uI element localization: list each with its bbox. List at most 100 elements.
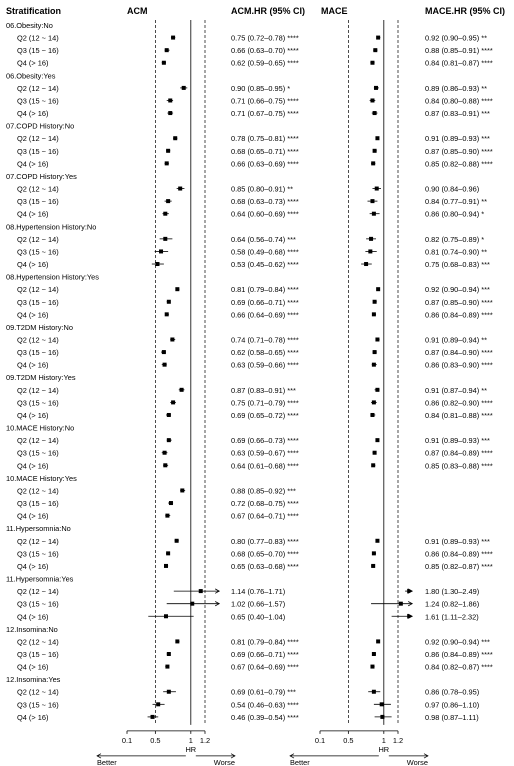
row-label: Q4 (> 16) bbox=[17, 210, 48, 219]
acm-hr-text: 0.66 (0.63–0.69) **** bbox=[231, 159, 299, 168]
mace-point-estimate bbox=[379, 702, 384, 707]
acm-hr-text: 0.67 (0.64–0.71) **** bbox=[231, 512, 299, 521]
row-label: Q2 (12 ~ 14) bbox=[17, 386, 59, 395]
row-label: Q3 (15 ~ 16) bbox=[17, 348, 59, 357]
mace-hr-text: 0.81 (0.74–0.90) ** bbox=[425, 247, 487, 256]
acm-point-estimate bbox=[181, 85, 186, 90]
mace-point-arrow bbox=[407, 588, 413, 594]
acm-point-estimate bbox=[174, 538, 179, 543]
row-label: Q2 (12 ~ 14) bbox=[17, 235, 59, 244]
acm-hr-text: 0.62 (0.59–0.65) **** bbox=[231, 59, 299, 68]
mace-point-estimate bbox=[371, 463, 376, 468]
row-label: Q2 (12 ~ 14) bbox=[17, 537, 59, 546]
row-label: Q4 (> 16) bbox=[17, 411, 48, 420]
acm-hr-text: 1.14 (0.76–1.71) bbox=[231, 587, 285, 596]
acm-hr-text: 0.71 (0.66–0.75) **** bbox=[231, 96, 299, 105]
acm-point-estimate bbox=[166, 148, 171, 153]
acm-point-estimate bbox=[166, 412, 171, 417]
acm-hr-text: 0.72 (0.68–0.75) **** bbox=[231, 499, 299, 508]
acm-point-estimate bbox=[180, 488, 185, 493]
row-label: Q4 (> 16) bbox=[17, 612, 48, 621]
acm-point-estimate bbox=[179, 387, 184, 392]
acm-point-estimate bbox=[150, 714, 155, 719]
mace-hr-text: 0.88 (0.85–0.91) **** bbox=[425, 46, 493, 55]
mace-point-estimate bbox=[370, 412, 375, 417]
mace-x-tick-label: 1.2 bbox=[393, 736, 403, 745]
acm-point-estimate bbox=[166, 689, 171, 694]
mace-hr-text: 0.84 (0.81–0.87) **** bbox=[425, 59, 493, 68]
mace-x-tick-label: 0.5 bbox=[343, 736, 353, 745]
acm-hr-text: 0.88 (0.85–0.92) *** bbox=[231, 486, 296, 495]
acm-hr-text: 0.90 (0.85–0.95) * bbox=[231, 84, 290, 93]
mace-point-estimate bbox=[372, 111, 377, 116]
mace-point-estimate bbox=[380, 714, 385, 719]
acm-point-estimate bbox=[164, 48, 169, 53]
acm-worse-label: Worse bbox=[214, 758, 235, 766]
mace-hr-text: 0.84 (0.77–0.91) ** bbox=[425, 197, 487, 206]
acm-hr-text: 0.65 (0.63–0.68) **** bbox=[231, 562, 299, 571]
mace-point-estimate bbox=[372, 299, 377, 304]
row-label: Q2 (12 ~ 14) bbox=[17, 436, 59, 445]
mace-point-estimate bbox=[371, 312, 376, 317]
acm-point-estimate bbox=[162, 450, 167, 455]
mace-hr-text: 0.85 (0.83–0.88) **** bbox=[425, 461, 493, 470]
acm-point-estimate bbox=[164, 614, 168, 619]
row-label: Q4 (> 16) bbox=[17, 713, 48, 722]
group-title: 09.T2DM History:Yes bbox=[6, 373, 76, 382]
mace-ci-arrow bbox=[407, 588, 414, 594]
acm-point-estimate bbox=[173, 136, 178, 141]
mace-point-estimate bbox=[371, 400, 376, 405]
mace-hr-text: 0.92 (0.90–0.94) *** bbox=[425, 285, 490, 294]
reference-lines bbox=[155, 20, 399, 725]
acm-point-estimate bbox=[159, 249, 164, 254]
acm-hr-text: 0.69 (0.66–0.71) **** bbox=[231, 650, 299, 659]
mace-hr-text: 0.82 (0.75–0.89) * bbox=[425, 235, 484, 244]
acm-hr-text: 0.85 (0.80–0.91) ** bbox=[231, 185, 293, 194]
mace-hr-text: 0.86 (0.80–0.94) * bbox=[425, 210, 484, 219]
acm-worse-arrowhead bbox=[230, 753, 236, 759]
acm-x-tick-label: 0.1 bbox=[122, 736, 132, 745]
row-label: Q4 (> 16) bbox=[17, 361, 48, 370]
acm-x-tick-label: 1.2 bbox=[200, 736, 210, 745]
mace-hr-text: 0.84 (0.82–0.87) **** bbox=[425, 663, 493, 672]
mace-point-estimate bbox=[371, 652, 376, 656]
acm-point-estimate bbox=[163, 463, 168, 468]
mace-point-arrow bbox=[407, 613, 413, 619]
acm-point-estimate bbox=[165, 664, 170, 669]
row-label: Q3 (15 ~ 16) bbox=[17, 298, 59, 307]
mace-point-estimate bbox=[374, 186, 379, 191]
acm-hr-text: 0.67 (0.64–0.69) **** bbox=[231, 663, 299, 672]
row-label: Q4 (> 16) bbox=[17, 260, 48, 269]
acm-point-estimate bbox=[168, 501, 173, 506]
acm-point-estimate bbox=[175, 287, 180, 292]
mace-hr-text: 0.84 (0.81–0.88) **** bbox=[425, 411, 493, 420]
acm-point-estimate bbox=[155, 262, 160, 267]
mace-hr-text: 0.97 (0.86–1.10) bbox=[425, 700, 479, 709]
acm-hr-text: 0.66 (0.64–0.69) **** bbox=[231, 310, 299, 319]
mace-hr-text: 0.86 (0.84–0.89) **** bbox=[425, 650, 493, 659]
acm-better-label: Better bbox=[97, 758, 117, 766]
acm-hr-text: 0.69 (0.65–0.72) **** bbox=[231, 411, 299, 420]
acm-hr-text: 0.87 (0.83–0.91) *** bbox=[231, 386, 296, 395]
acm-point-estimate bbox=[171, 35, 176, 40]
acm-point-estimate bbox=[166, 199, 171, 204]
acm-hr-text: 0.81 (0.79–0.84) **** bbox=[231, 285, 299, 294]
mace-hr-text: 1.61 (1.11–2.32) bbox=[425, 612, 479, 621]
row-label: Q2 (12 ~ 14) bbox=[17, 587, 59, 596]
mace-point-estimate bbox=[375, 438, 380, 443]
acm-hr-text: 0.69 (0.61–0.79) *** bbox=[231, 688, 296, 697]
mace-point-estimate bbox=[371, 362, 376, 367]
mace-point-estimate bbox=[370, 199, 375, 204]
acm-hr-text: 0.75 (0.71–0.79) **** bbox=[231, 398, 299, 407]
row-label: Q2 (12 ~ 14) bbox=[17, 185, 59, 194]
mace-point-estimate bbox=[398, 601, 403, 606]
acm-hr-text: 0.63 (0.59–0.66) **** bbox=[231, 361, 299, 370]
acm-point-estimate bbox=[164, 312, 169, 317]
mace-point-estimate bbox=[373, 48, 378, 53]
acm-hr-text: 0.78 (0.75–0.81) **** bbox=[231, 134, 299, 143]
acm-point-estimate bbox=[190, 601, 195, 606]
mace-point-estimate bbox=[370, 60, 375, 65]
mace-point-estimate bbox=[371, 211, 376, 216]
mace-point-estimate bbox=[376, 287, 381, 292]
mace-point-estimate bbox=[370, 98, 375, 103]
